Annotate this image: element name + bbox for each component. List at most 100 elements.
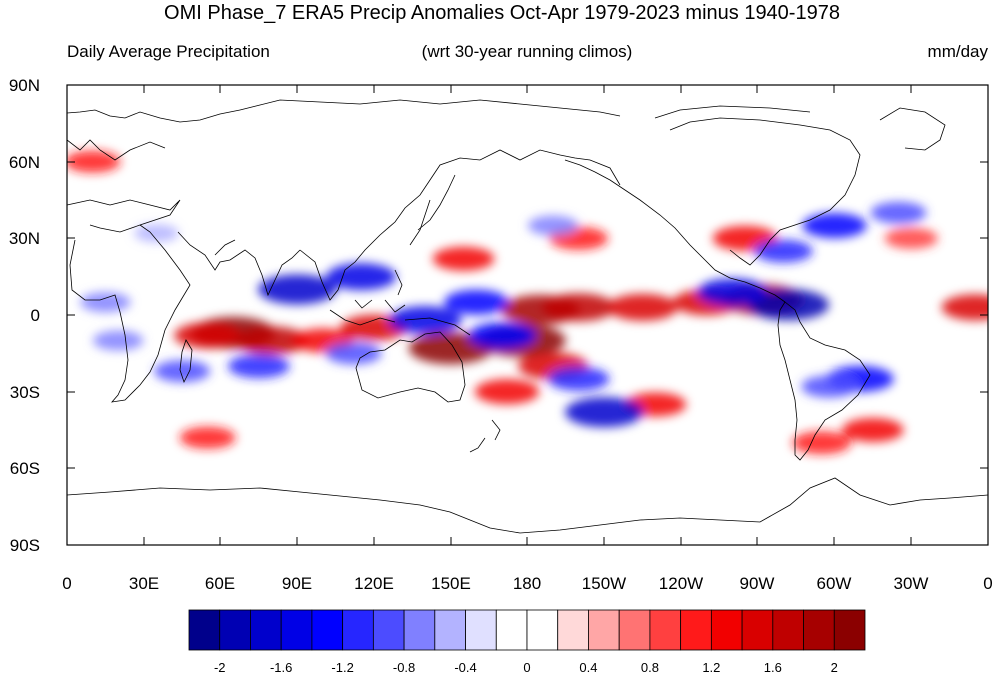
- colorbar-tick-label: 0: [523, 660, 530, 675]
- positive-anomaly-area: [432, 246, 495, 271]
- colorbar-tick-label: -0.4: [454, 660, 476, 675]
- colorbar-tick-label: -1.2: [331, 660, 353, 675]
- colorbar-swatch: [741, 609, 774, 651]
- subtitle-right: mm/day: [928, 42, 989, 61]
- negative-anomaly-area: [92, 330, 144, 351]
- colorbar-tick-label: 1.6: [764, 660, 782, 675]
- negative-anomaly-area: [444, 289, 509, 315]
- positive-anomaly-area: [474, 379, 540, 405]
- figure-title: OMI Phase_7 ERA5 Precip Anomalies Oct-Ap…: [164, 2, 840, 24]
- colorbar-swatch: [557, 609, 589, 651]
- negative-anomaly-area: [468, 322, 536, 349]
- colorbar-swatch: [434, 609, 466, 651]
- colorbar-swatch: [526, 609, 559, 651]
- colorbar-tick-label: 1.2: [702, 660, 720, 675]
- colorbar-tick-label: -0.8: [393, 660, 415, 675]
- lat-label: 90S: [10, 536, 40, 555]
- colorbar-swatch: [250, 609, 282, 651]
- coastline-south-america: [777, 301, 871, 461]
- positive-anomaly-area: [179, 426, 236, 449]
- negative-anomaly-area: [80, 292, 131, 313]
- lon-axis-labels: 0 30E 60E 90E 120E 150E 180 150W 120W 90…: [62, 574, 992, 593]
- positive-anomaly-area: [884, 227, 938, 249]
- negative-anomaly-area: [258, 274, 337, 305]
- colorbar-tick-label: -2: [214, 660, 226, 675]
- negative-anomaly-area: [802, 213, 867, 239]
- positive-anomaly-area: [235, 326, 309, 355]
- coastline-antarctica: [67, 477, 988, 534]
- colorbar-labels: -2 -1.6 -1.2 -0.8 -0.4 0 0.4 0.8 1.2 1.6 2: [214, 660, 838, 675]
- colorbar-swatch: [588, 609, 620, 651]
- colorbar: [188, 609, 866, 651]
- colorbar-tick-label: 2: [831, 660, 838, 675]
- coastline-australia: [355, 331, 466, 403]
- negative-anomaly-area: [565, 397, 644, 428]
- positive-anomaly-area: [941, 294, 988, 321]
- lon-label: 90E: [282, 574, 312, 593]
- axis-ticks: [66, 85, 989, 545]
- negative-anomaly-area: [547, 366, 610, 391]
- coastline-arabia-india: [177, 231, 301, 297]
- colorbar-swatch: [680, 609, 712, 651]
- colorbar-tick-label: 0.4: [579, 660, 597, 675]
- colorbar-swatch: [372, 609, 405, 651]
- anomaly-field: [67, 150, 988, 455]
- positive-anomaly-area: [607, 293, 678, 321]
- positive-anomaly-area: [542, 293, 616, 322]
- lon-label: 30E: [129, 574, 159, 593]
- positive-anomaly-area: [174, 322, 242, 349]
- subtitle-left: Daily Average Precipitation: [67, 42, 270, 61]
- negative-anomaly-area: [527, 215, 579, 236]
- negative-anomaly-area: [801, 375, 858, 398]
- colorbar-swatch: [342, 609, 374, 651]
- colorbar-swatch: [618, 609, 651, 651]
- negative-anomaly-area: [325, 342, 382, 365]
- lon-label: 150E: [431, 574, 471, 593]
- lon-label: 60E: [205, 574, 235, 593]
- lon-label: 30W: [894, 574, 929, 593]
- colorbar-swatch: [833, 609, 866, 651]
- lat-label: 0: [31, 306, 40, 325]
- positive-anomaly-area: [792, 431, 852, 455]
- colorbar-swatch: [219, 609, 251, 651]
- lon-label: 120W: [659, 574, 703, 593]
- positive-anomaly-area: [842, 418, 904, 442]
- negative-anomaly-area: [228, 354, 290, 379]
- negative-anomaly-area: [753, 239, 813, 263]
- negative-anomaly-area: [326, 263, 397, 291]
- coastline-japan: [417, 174, 456, 231]
- coastline-north-america: [564, 105, 946, 303]
- lat-label: 30N: [9, 229, 40, 248]
- colorbar-tick-label: -1.6: [270, 660, 292, 675]
- lon-label: 60W: [817, 574, 852, 593]
- coastline-asia: [239, 99, 621, 301]
- positive-anomaly-area: [67, 150, 121, 173]
- colorbar-swatch: [772, 609, 804, 651]
- lon-label: 150W: [582, 574, 626, 593]
- coastline-madagascar: [179, 339, 193, 384]
- negative-anomaly-area: [388, 306, 462, 335]
- lon-label: 0: [983, 574, 992, 593]
- lon-label: 180: [513, 574, 541, 593]
- coastline-maritime-continent: [329, 199, 471, 336]
- lon-label: 120E: [354, 574, 394, 593]
- lat-label: 90N: [9, 76, 40, 95]
- negative-anomaly-area: [697, 278, 768, 306]
- colorbar-swatch: [803, 609, 835, 651]
- lat-label: 60N: [9, 153, 40, 172]
- map-area: [66, 84, 989, 546]
- lat-axis-labels: 90N 60N 30N 0 30S 60S 90S: [9, 76, 40, 555]
- colorbar-swatch: [311, 609, 344, 651]
- colorbar-swatch: [649, 609, 682, 651]
- coastline-new-zealand: [469, 419, 501, 453]
- lon-label: 0: [62, 574, 71, 593]
- coastline-africa-europe: [67, 109, 241, 403]
- colorbar-swatch: [465, 609, 497, 651]
- negative-anomaly-area: [154, 360, 211, 383]
- coastlines: [67, 99, 988, 534]
- negative-anomaly-area: [870, 201, 927, 224]
- colorbar-swatch: [710, 609, 743, 651]
- lat-label: 60S: [10, 459, 40, 478]
- lon-label: 90W: [740, 574, 775, 593]
